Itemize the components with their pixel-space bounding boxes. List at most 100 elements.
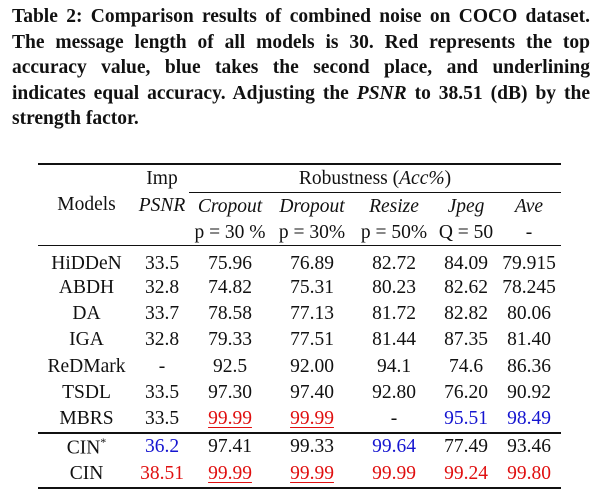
table-caption: Table 2: Comparison results of combined … bbox=[12, 4, 590, 132]
table-row: ABDH 32.8 74.82 75.31 80.23 82.62 78.245 bbox=[38, 275, 561, 301]
header-robustness-close: ) bbox=[444, 167, 452, 189]
cropout-cell: 74.82 bbox=[208, 276, 252, 298]
cropout-cell: 78.58 bbox=[208, 302, 252, 324]
resize-cell: 81.44 bbox=[372, 329, 416, 351]
results-table: Models Imp Robustness (Acc%) PSNR Cropou… bbox=[38, 163, 561, 489]
header-acc: Acc% bbox=[399, 167, 445, 189]
header-col-cropout: Cropout bbox=[197, 195, 263, 217]
ave-cell: 99.80 bbox=[497, 460, 561, 489]
dropout-value: 99.99 bbox=[290, 408, 334, 430]
psnr-cell: - bbox=[158, 355, 166, 377]
resize-cell: 82.72 bbox=[372, 252, 416, 274]
dropout-cell: 97.40 bbox=[290, 381, 334, 403]
ave-cell: 79.915 bbox=[502, 252, 556, 274]
cropout-value: 99.99 bbox=[208, 408, 252, 430]
table-row: IGA 32.8 79.33 77.51 81.44 87.35 81.40 bbox=[38, 327, 561, 353]
table-row: MBRS 33.5 99.99 99.99 - 95.51 98.49 bbox=[38, 406, 561, 433]
caption-text-2: to 38.51 (dB) by the strength factor. bbox=[12, 82, 590, 130]
jpeg-cell: 74.6 bbox=[448, 355, 484, 377]
header-robustness-label: Robustness ( bbox=[298, 167, 400, 189]
resize-cell: 80.23 bbox=[372, 276, 416, 298]
header-param-ave: - bbox=[497, 220, 561, 246]
model-name: MBRS bbox=[59, 408, 114, 430]
header-col-dropout: Dropout bbox=[279, 195, 345, 217]
resize-cell: 92.80 bbox=[372, 381, 416, 403]
cropout-cell: 97.30 bbox=[208, 381, 252, 403]
dropout-cell: 99.33 bbox=[271, 432, 353, 461]
ave-value: 98.49 bbox=[507, 408, 551, 430]
cropout-cell: 99.99 bbox=[189, 406, 271, 433]
header-param-resize: p = 50% bbox=[353, 220, 435, 246]
jpeg-cell: 82.62 bbox=[444, 276, 488, 298]
psnr-cell: 33.5 bbox=[144, 381, 180, 403]
dropout-cell: 77.13 bbox=[290, 302, 334, 324]
header-col-jpeg: Jpeg bbox=[447, 195, 485, 217]
header-models: Models bbox=[38, 163, 135, 246]
resize-cell: 99.99 bbox=[353, 460, 435, 489]
table-row: TSDL 33.5 97.30 97.40 92.80 76.20 90.92 bbox=[38, 380, 561, 406]
model-name: DA bbox=[72, 302, 101, 324]
caption-psnr-term: PSNR bbox=[356, 82, 407, 104]
psnr-cell: 36.2 bbox=[135, 432, 189, 461]
header-row-3: p = 30 % p = 30% p = 50% Q = 50 - bbox=[38, 220, 561, 246]
jpeg-cell: 77.49 bbox=[435, 432, 497, 461]
resize-cell: - bbox=[390, 408, 398, 430]
ave-cell: 81.40 bbox=[507, 329, 551, 351]
model-name: TSDL bbox=[62, 381, 111, 403]
table-row: CIN 38.51 99.99 99.99 99.99 99.24 99.80 bbox=[38, 460, 561, 489]
caption-text-1: Table 2: Comparison results of combined … bbox=[12, 6, 590, 104]
header-psnr: PSNR bbox=[135, 192, 189, 246]
resize-value: 99.99 bbox=[372, 462, 416, 484]
dropout-cell: 99.99 bbox=[271, 460, 353, 489]
header-param-dropout: p = 30% bbox=[271, 220, 353, 246]
jpeg-cell: 95.51 bbox=[435, 406, 497, 433]
dropout-cell: 76.89 bbox=[290, 252, 334, 274]
model-name-sup: * bbox=[100, 435, 107, 450]
model-name-text: CIN bbox=[66, 437, 101, 459]
psnr-cell: 32.8 bbox=[144, 276, 180, 298]
psnr-cell: 33.7 bbox=[144, 302, 180, 324]
header-col-ave: Ave bbox=[514, 195, 544, 217]
header-param-cropout: p = 30 % bbox=[189, 220, 271, 246]
model-name: HiDDeN bbox=[38, 245, 135, 275]
psnr-cell: 33.5 bbox=[144, 408, 180, 430]
cropout-value: 99.99 bbox=[208, 462, 252, 484]
psnr-cell: 33.5 bbox=[144, 252, 180, 274]
jpeg-cell: 99.24 bbox=[435, 460, 497, 489]
model-name: CIN bbox=[38, 460, 135, 489]
psnr-value: 38.51 bbox=[140, 462, 184, 484]
table-row: ReDMark - 92.5 92.00 94.1 74.6 86.36 bbox=[38, 353, 561, 379]
dropout-cell: 99.99 bbox=[271, 406, 353, 433]
jpeg-value: 99.24 bbox=[444, 462, 488, 484]
resize-value: 99.64 bbox=[372, 436, 416, 458]
cropout-cell: 79.33 bbox=[208, 329, 252, 351]
ave-cell: 90.92 bbox=[507, 381, 551, 403]
ave-cell: 86.36 bbox=[507, 355, 551, 377]
dropout-cell: 75.31 bbox=[290, 276, 334, 298]
dropout-value: 99.99 bbox=[290, 462, 334, 484]
table-row: CIN* 36.2 97.41 99.33 99.64 77.49 93.46 bbox=[38, 432, 561, 461]
ave-cell: 93.46 bbox=[497, 432, 561, 461]
model-name: ReDMark bbox=[47, 355, 126, 377]
jpeg-cell: 76.20 bbox=[444, 381, 488, 403]
dropout-cell: 77.51 bbox=[290, 329, 334, 351]
resize-cell: 99.64 bbox=[353, 432, 435, 461]
jpeg-cell: 87.35 bbox=[444, 329, 488, 351]
ave-value: 99.80 bbox=[507, 462, 551, 484]
cropout-cell: 92.5 bbox=[212, 355, 248, 377]
jpeg-value: 95.51 bbox=[444, 408, 488, 430]
psnr-cell: 38.51 bbox=[135, 460, 189, 489]
dropout-cell: 92.00 bbox=[290, 355, 334, 377]
model-name: ABDH bbox=[58, 276, 115, 298]
header-row-1: Models Imp Robustness (Acc%) bbox=[38, 163, 561, 246]
resize-cell: 94.1 bbox=[376, 355, 412, 377]
ave-cell: 78.245 bbox=[502, 276, 556, 298]
ave-cell: 98.49 bbox=[497, 406, 561, 433]
cropout-cell: 99.99 bbox=[189, 460, 271, 489]
model-name: CIN* bbox=[38, 432, 135, 461]
psnr-cell: 32.8 bbox=[144, 329, 180, 351]
jpeg-cell: 82.82 bbox=[444, 302, 488, 324]
header-param-jpeg: Q = 50 bbox=[435, 220, 497, 246]
header-robustness: Robustness (Acc%) bbox=[189, 163, 561, 193]
cropout-cell: 75.96 bbox=[208, 252, 252, 274]
